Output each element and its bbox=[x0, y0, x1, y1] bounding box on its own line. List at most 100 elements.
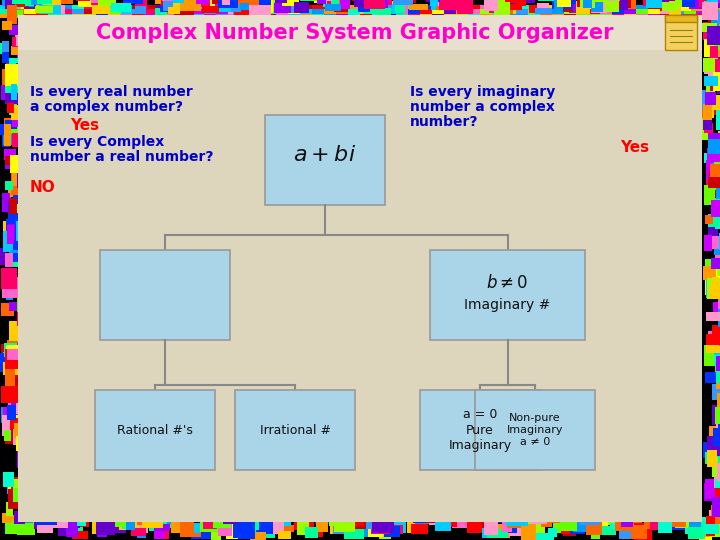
Bar bbox=[707, 436, 720, 456]
Bar bbox=[713, 72, 720, 91]
Bar bbox=[156, 4, 168, 9]
Bar bbox=[408, 9, 420, 14]
Bar bbox=[716, 59, 720, 73]
Bar bbox=[77, 515, 86, 526]
Bar bbox=[704, 185, 715, 205]
Bar bbox=[249, 0, 271, 15]
Bar bbox=[169, 0, 178, 10]
Bar bbox=[300, 9, 312, 14]
Bar bbox=[501, 0, 511, 2]
Bar bbox=[366, 515, 378, 529]
Bar bbox=[708, 214, 719, 227]
Bar bbox=[207, 0, 225, 5]
Bar bbox=[276, 4, 288, 9]
Bar bbox=[187, 0, 196, 9]
Bar bbox=[604, 0, 614, 1]
Text: Complex Number System Graphic Organizer: Complex Number System Graphic Organizer bbox=[96, 23, 613, 43]
Text: Is every real number: Is every real number bbox=[30, 85, 193, 99]
Bar bbox=[84, 4, 96, 9]
Bar bbox=[420, 390, 540, 470]
Bar bbox=[1, 267, 17, 289]
Bar bbox=[712, 511, 720, 524]
Bar bbox=[100, 250, 230, 340]
Bar bbox=[413, 515, 424, 523]
Bar bbox=[235, 0, 253, 2]
Bar bbox=[5, 349, 21, 369]
Bar bbox=[142, 517, 163, 528]
Text: Non-pure
Imaginary
a ≠ 0: Non-pure Imaginary a ≠ 0 bbox=[507, 414, 563, 447]
Bar bbox=[41, 0, 54, 6]
Bar bbox=[567, 516, 585, 531]
Bar bbox=[387, 525, 402, 534]
Bar bbox=[529, 4, 549, 14]
Bar bbox=[5, 253, 14, 267]
Bar bbox=[711, 497, 720, 517]
Bar bbox=[233, 0, 254, 15]
Bar bbox=[688, 527, 706, 539]
Bar bbox=[719, 233, 720, 250]
Text: a = 0
Pure
Imaginary: a = 0 Pure Imaginary bbox=[449, 408, 512, 451]
Bar bbox=[420, 9, 432, 14]
Bar bbox=[9, 321, 22, 341]
Bar bbox=[710, 38, 720, 57]
Bar bbox=[709, 180, 720, 197]
Bar bbox=[3, 231, 10, 252]
Bar bbox=[533, 533, 554, 539]
Bar bbox=[305, 527, 318, 538]
Bar bbox=[672, 14, 684, 18]
Bar bbox=[14, 511, 24, 523]
Bar bbox=[1, 85, 17, 100]
Bar bbox=[708, 426, 716, 444]
Bar bbox=[487, 514, 509, 523]
Bar bbox=[11, 173, 25, 195]
Bar bbox=[480, 4, 492, 9]
Bar bbox=[89, 1, 103, 8]
Bar bbox=[526, 520, 545, 535]
Bar bbox=[6, 160, 12, 169]
Bar bbox=[708, 522, 720, 537]
Bar bbox=[703, 94, 720, 110]
Bar bbox=[561, 526, 570, 534]
Bar bbox=[436, 0, 449, 10]
Bar bbox=[13, 233, 27, 249]
Bar bbox=[703, 104, 712, 124]
Bar bbox=[191, 0, 202, 2]
Bar bbox=[35, 515, 50, 525]
Bar bbox=[708, 133, 720, 147]
Bar bbox=[225, 522, 243, 539]
Bar bbox=[612, 9, 624, 14]
Bar bbox=[552, 14, 564, 18]
Bar bbox=[699, 0, 711, 7]
Bar bbox=[17, 370, 30, 389]
Bar bbox=[156, 14, 168, 18]
Bar bbox=[212, 530, 220, 540]
Bar bbox=[660, 9, 672, 14]
Bar bbox=[53, 519, 68, 528]
Bar bbox=[17, 449, 35, 468]
Bar bbox=[589, 509, 598, 525]
Bar bbox=[17, 295, 26, 314]
Bar bbox=[9, 198, 17, 214]
Bar bbox=[175, 517, 183, 528]
Bar bbox=[714, 237, 720, 255]
Bar bbox=[10, 156, 25, 173]
Bar bbox=[704, 76, 718, 86]
Bar bbox=[16, 327, 23, 336]
Bar bbox=[42, 0, 53, 2]
Bar bbox=[718, 0, 720, 6]
Bar bbox=[12, 166, 21, 186]
Bar bbox=[662, 520, 672, 527]
Bar bbox=[709, 510, 720, 527]
Bar bbox=[704, 39, 714, 57]
Bar bbox=[387, 1, 399, 8]
Bar bbox=[419, 516, 435, 523]
Bar bbox=[210, 0, 228, 3]
Bar bbox=[503, 8, 513, 14]
Bar bbox=[9, 201, 26, 221]
Bar bbox=[710, 46, 718, 64]
Bar bbox=[17, 403, 25, 414]
Bar bbox=[379, 8, 391, 15]
Bar bbox=[586, 521, 602, 535]
Bar bbox=[706, 343, 720, 353]
Bar bbox=[168, 9, 180, 14]
